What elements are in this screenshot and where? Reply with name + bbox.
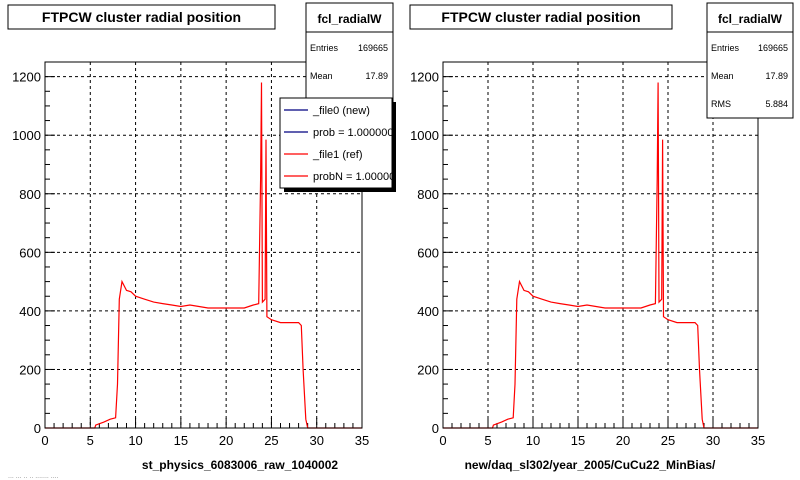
- x-tick-label: 0: [439, 433, 446, 448]
- histogram-panel-1: 0 5 10 15 20 25 30 35 0 200 400 600 800 1000 1200 FTPCW…: [7, 2, 401, 472]
- legend-label: probN = 1.000000: [313, 171, 401, 183]
- stats-label: Entries: [711, 43, 740, 53]
- y-tick-label: 200: [417, 362, 439, 377]
- y-tick-label: 400: [19, 304, 41, 319]
- legend: _file0 (new) prob = 1.000000 _file1 (ref) p…: [279, 97, 401, 192]
- histogram-panel-2: 0 5 10 15 20 25 30 35 0 200 400 600 800 1000 1200 FTPCW…: [409, 2, 794, 472]
- title-box: [7, 4, 276, 30]
- x-tick-label: 35: [751, 433, 765, 448]
- legend-label: prob = 1.000000: [313, 127, 393, 139]
- stats-value: 5.884: [765, 99, 788, 109]
- stats-name: fcl_radialW: [317, 12, 382, 26]
- x-tick-label: 35: [355, 433, 369, 448]
- stats-name: fcl_radialW: [718, 12, 783, 26]
- stats-value: 17.89: [765, 71, 788, 81]
- y-tick-label: 1200: [410, 70, 439, 85]
- stats-label: RMS: [711, 99, 731, 109]
- histogram-line: [45, 82, 362, 429]
- legend-label: _file1 (ref): [312, 149, 363, 161]
- legend-box: [279, 97, 393, 189]
- x-tick-label: 10: [526, 433, 540, 448]
- chart-title: FTPCW cluster radial position: [441, 9, 640, 25]
- x-tick-label: 0: [41, 433, 48, 448]
- stats-label: Entries: [310, 43, 339, 53]
- x-tick-label: 5: [87, 433, 94, 448]
- y-tick-label: 0: [432, 421, 439, 436]
- x-tick-label: 15: [174, 433, 188, 448]
- chart-title: FTPCW cluster radial position: [42, 9, 241, 25]
- x-axis-label: st_physics_6083006_raw_1040002: [142, 458, 338, 472]
- y-tick-label: 1000: [12, 128, 41, 143]
- x-axis-label: new/daq_sl302/year_2005/CuCu22_MinBias/: [465, 458, 716, 472]
- x-tick-label: 30: [309, 433, 323, 448]
- y-tick-label: 1000: [410, 128, 439, 143]
- x-tick-label: 30: [706, 433, 720, 448]
- legend-label: _file0 (new): [312, 105, 370, 117]
- x-tick-label: 10: [128, 433, 142, 448]
- x-tick-label: 5: [484, 433, 491, 448]
- stats-label: Mean: [711, 71, 734, 81]
- x-tick-label: 15: [571, 433, 585, 448]
- y-tick-label: 0: [34, 421, 41, 436]
- x-tick-label: 25: [661, 433, 675, 448]
- x-tick-label: 20: [616, 433, 630, 448]
- stats-value: 169665: [358, 43, 388, 53]
- stats-box: [706, 2, 794, 119]
- y-tick-label: 600: [417, 245, 439, 260]
- title-box: [409, 4, 673, 30]
- histogram-line: [443, 82, 758, 429]
- y-tick-label: 800: [417, 187, 439, 202]
- x-tick-label: 20: [219, 433, 233, 448]
- y-tick-label: 400: [417, 304, 439, 319]
- y-tick-label: 800: [19, 187, 41, 202]
- y-tick-label: 600: [19, 245, 41, 260]
- x-tick-label: 25: [264, 433, 278, 448]
- y-tick-label: 200: [19, 362, 41, 377]
- plot-frame: [44, 61, 363, 429]
- plot-area: [443, 62, 758, 428]
- y-tick-label: 1200: [12, 70, 41, 85]
- footer-text: ... ... .. .. ....... ....: [8, 473, 59, 480]
- stats-label: Mean: [310, 71, 333, 81]
- stats-value: 169665: [758, 43, 788, 53]
- plot-frame: [442, 61, 759, 429]
- stats-value: 17.89: [365, 71, 388, 81]
